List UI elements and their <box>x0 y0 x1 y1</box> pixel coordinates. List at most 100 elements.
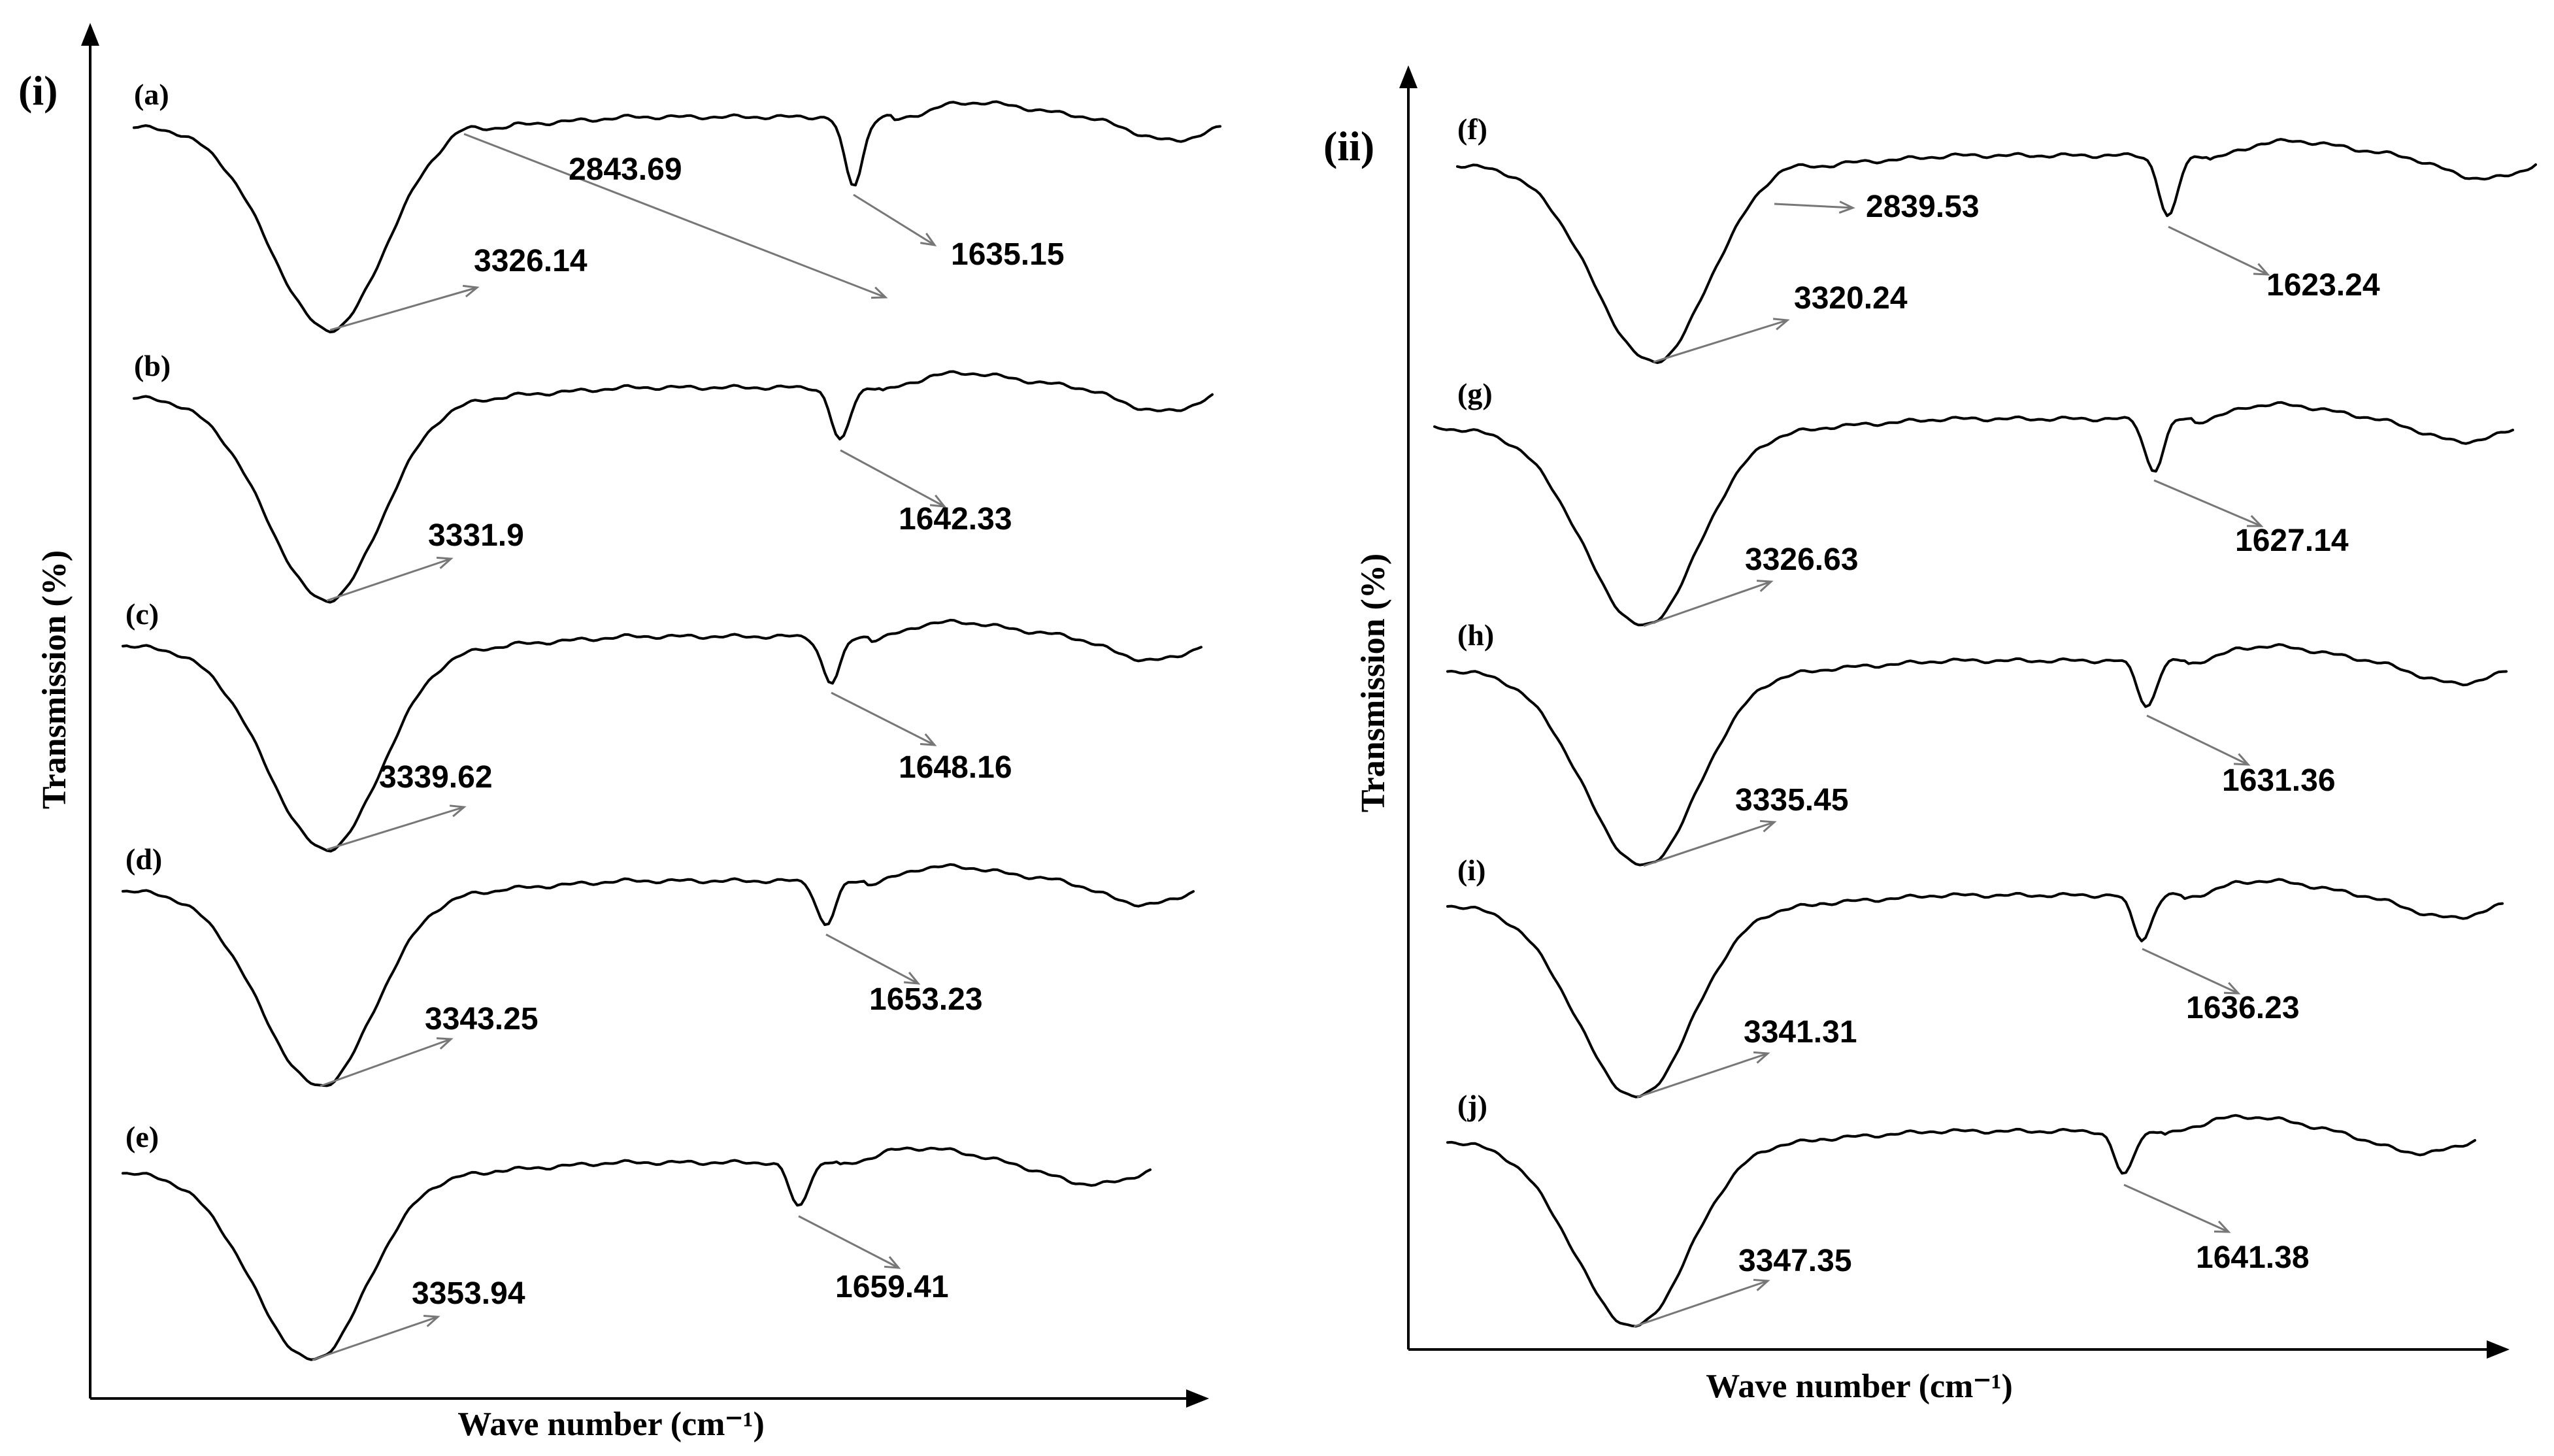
peak-i-1-pointer <box>1636 1052 1768 1099</box>
peak-a-2-pointer <box>329 286 478 331</box>
peak-c-2-label: 1648.16 <box>899 750 1012 785</box>
series-label-j: (j) <box>1457 1089 1487 1122</box>
series-label-c: (c) <box>125 597 159 631</box>
peak-a-3-pointer-head <box>920 233 937 247</box>
spectrum-f: (f) 2839.53 3320.24 1623.24 <box>1456 112 2537 364</box>
peak-j-1-pointer-head <box>1753 1278 1770 1291</box>
peak-d-1-label: 3343.25 <box>425 1002 539 1036</box>
peak-d-2-pointer-head <box>903 971 921 985</box>
series-label-h: (h) <box>1457 618 1494 652</box>
peak-i-2-label: 1636.23 <box>2186 991 2300 1025</box>
spectrum-h: (h) 3335.45 1631.36 <box>1446 618 2508 867</box>
spectrum-line-i <box>1446 878 2504 1099</box>
peak-a-2-label: 3326.14 <box>474 244 588 278</box>
peak-i-2-pointer-head <box>2223 982 2241 995</box>
spectrum-j: (j) 3347.35 1641.38 <box>1446 1089 2476 1328</box>
peak-c-1-pointer-head <box>449 804 467 818</box>
peak-f-1-pointer <box>1774 203 1853 209</box>
peak-f-1-pointer-head <box>1838 201 1855 214</box>
spectrum-line-g <box>1433 401 2514 627</box>
peak-i-1-label: 3341.31 <box>1744 1015 1857 1050</box>
peak-j-2-label: 1641.38 <box>2196 1240 2310 1275</box>
peak-j-2-pointer-head <box>2214 1220 2231 1233</box>
peak-d-1-pointer <box>320 1038 452 1087</box>
spectrum-d: (d) 3343.25 1653.23 <box>122 842 1195 1087</box>
peak-a-1-pointer <box>463 133 886 299</box>
peak-f-3-pointer-head <box>2253 263 2270 276</box>
peak-d-2-label: 1653.23 <box>869 982 983 1017</box>
peak-i-2-pointer <box>2142 948 2239 995</box>
spectrum-i: (i) 3341.31 1636.23 <box>1446 853 2504 1099</box>
panel-ii: (ii) Transmission (%) Wave number (cm⁻¹)… <box>1323 65 2537 1405</box>
peak-b-2-pointer-head <box>929 494 947 508</box>
panel-i-y-axis-arrow <box>81 23 99 46</box>
panel-i-x-axis-arrow <box>1186 1389 1209 1408</box>
peak-a-2-pointer-head <box>462 284 480 298</box>
panel-ii-y-axis-title: Transmission (%) <box>1355 554 1392 812</box>
peak-i-1-pointer-head <box>1753 1051 1770 1064</box>
peak-f-3-pointer <box>2168 225 2268 276</box>
peak-g-2-pointer <box>2153 479 2262 527</box>
peak-j-1-pointer <box>1633 1280 1768 1328</box>
peak-h-2-label: 1631.36 <box>2222 763 2336 798</box>
peak-a-3-pointer <box>853 193 935 246</box>
peak-h-1-pointer-head <box>1759 819 1777 833</box>
spectrum-line-c <box>122 618 1202 853</box>
spectrum-e: (e) 3353.94 1659.41 <box>122 1120 1152 1361</box>
peak-b-1-pointer-head <box>436 556 454 569</box>
peak-f-3-label: 1623.24 <box>2266 268 2380 303</box>
spectrum-line-a <box>133 100 1221 334</box>
series-label-i: (i) <box>1457 853 1485 887</box>
peak-e-2-label: 1659.41 <box>835 1270 949 1304</box>
peak-c-1-label: 3339.62 <box>379 760 493 795</box>
panel-i-y-axis-title: Transmission (%) <box>36 550 73 809</box>
panel-i-x-axis-title: Wave number (cm⁻¹) <box>457 1406 765 1443</box>
panel-ii-y-axis-arrow <box>1399 65 1418 88</box>
series-label-e: (e) <box>125 1120 159 1153</box>
peak-d-2-pointer <box>825 933 919 985</box>
peak-h-2-pointer-head <box>2233 753 2251 766</box>
peak-e-1-label: 3353.94 <box>412 1276 525 1311</box>
peak-c-1-pointer <box>326 806 465 851</box>
peak-g-2-label: 1627.14 <box>2235 523 2349 558</box>
spectrum-b: (b) 3331.9 1642.33 <box>133 349 1214 604</box>
series-label-f: (f) <box>1457 112 1487 146</box>
peak-b-2-pointer <box>840 449 945 508</box>
spectrum-g: (g) 3326.63 1627.14 <box>1433 377 2514 627</box>
peak-f-2-pointer-head <box>1772 318 1790 331</box>
spectrum-line-b <box>133 370 1214 604</box>
series-label-a: (a) <box>134 78 169 111</box>
peak-j-2-pointer <box>2123 1183 2229 1233</box>
series-label-d: (d) <box>125 842 162 876</box>
peak-g-1-label: 3326.63 <box>1745 542 1859 577</box>
peak-b-2-label: 1642.33 <box>899 502 1012 537</box>
peak-h-2-pointer <box>2146 714 2249 766</box>
panel-ii-x-axis-title: Wave number (cm⁻¹) <box>1706 1368 2013 1405</box>
peak-j-1-label: 3347.35 <box>1738 1244 1852 1278</box>
peak-e-1-pointer <box>312 1315 439 1361</box>
peak-g-1-pointer <box>1643 580 1772 627</box>
peak-e-2-pointer-head <box>884 1256 901 1269</box>
peak-f-2-pointer <box>1653 319 1788 363</box>
spectrum-line-f <box>1456 138 2537 364</box>
peak-a-1-pointer-head <box>871 286 888 299</box>
panel-i: (i) Transmission (%) Wave number (cm⁻¹) … <box>18 23 1221 1443</box>
spectrum-line-j <box>1446 1114 2476 1328</box>
peak-e-2-pointer <box>798 1215 899 1269</box>
spectrum-c: (c) 3339.62 1648.16 <box>122 597 1202 853</box>
peak-h-1-pointer <box>1643 821 1775 867</box>
peak-h-1-label: 3335.45 <box>1735 783 1849 818</box>
spectrum-line-d <box>122 863 1195 1087</box>
peak-a-1-label: 2843.69 <box>569 152 682 187</box>
peak-g-2-pointer-head <box>2246 515 2264 527</box>
series-label-b: (b) <box>134 349 171 382</box>
panel-label-i: (i) <box>18 67 58 114</box>
peak-a-3-label: 1635.15 <box>951 237 1065 272</box>
peak-f-2-label: 3320.24 <box>1794 281 1908 316</box>
peak-c-2-pointer <box>831 691 935 746</box>
series-label-g: (g) <box>1457 377 1493 410</box>
spectrum-line-h <box>1446 643 2508 867</box>
peak-b-1-label: 3331.9 <box>428 518 524 553</box>
panel-label-ii: (ii) <box>1323 123 1374 169</box>
